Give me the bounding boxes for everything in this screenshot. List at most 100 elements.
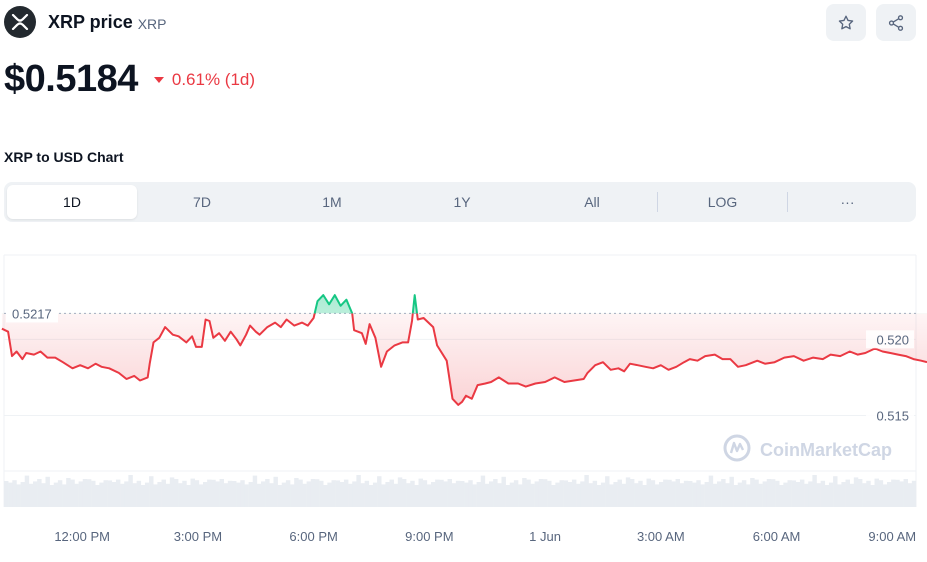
x-tick-label: 3:00 PM bbox=[174, 529, 222, 544]
volume-bar bbox=[501, 476, 506, 507]
volume-bar bbox=[580, 481, 585, 507]
y-tick-label: 0.515 bbox=[876, 409, 909, 424]
volume-bar bbox=[787, 480, 792, 507]
volume-bar bbox=[758, 483, 763, 507]
volume-bar bbox=[907, 483, 913, 507]
volume-bar bbox=[107, 480, 113, 507]
x-tick-label: 6:00 PM bbox=[289, 529, 337, 544]
volume-bar bbox=[571, 479, 577, 507]
volume-bar bbox=[729, 476, 734, 507]
volume-bar bbox=[484, 483, 490, 507]
area-fill-down bbox=[1, 313, 927, 405]
volume-bar bbox=[625, 477, 631, 507]
volume-bar bbox=[28, 483, 34, 507]
volume-bar bbox=[605, 476, 610, 507]
tab-7d[interactable]: 7D bbox=[193, 194, 211, 210]
price-chart[interactable]: CoinMarketCap 0.5217 0.520 0.515 12:00 PM 3:… bbox=[0, 245, 927, 562]
x-tick-label: 9:00 PM bbox=[405, 529, 453, 544]
star-icon bbox=[838, 15, 854, 29]
volume-bar bbox=[671, 481, 676, 507]
volume-bar bbox=[853, 477, 859, 507]
tab-1d[interactable]: 1D bbox=[7, 185, 137, 219]
share-button[interactable] bbox=[876, 4, 916, 41]
volume-bar bbox=[596, 485, 602, 507]
volume-bar bbox=[576, 483, 581, 507]
tab-all[interactable]: All bbox=[584, 194, 600, 210]
volume-bar bbox=[53, 482, 59, 507]
coin-header: XRP price XRP bbox=[4, 4, 167, 40]
volume-bar bbox=[538, 479, 544, 507]
tab-divider bbox=[657, 192, 658, 212]
volume-bar bbox=[646, 478, 651, 507]
volume-bar bbox=[509, 482, 515, 507]
volume-bar bbox=[331, 480, 336, 507]
volume-bar bbox=[899, 481, 904, 507]
volume-bar bbox=[281, 482, 287, 507]
volume-bar bbox=[816, 483, 821, 507]
volume-bar bbox=[841, 482, 846, 507]
volume-bar bbox=[609, 484, 614, 507]
volume-bar bbox=[779, 485, 784, 507]
tab-1m[interactable]: 1M bbox=[322, 194, 342, 210]
coin-symbol: XRP bbox=[137, 15, 167, 32]
watermark-mark bbox=[729, 441, 745, 454]
volume-bar bbox=[588, 483, 593, 507]
volume-bar bbox=[559, 480, 564, 507]
volume-bar bbox=[522, 478, 527, 507]
price-change-text: 0.61% (1d) bbox=[171, 69, 256, 89]
reference-label: 0.5217 bbox=[12, 306, 52, 321]
volume-bar bbox=[33, 481, 38, 507]
volume-bar bbox=[294, 478, 299, 507]
volume-bar bbox=[518, 484, 523, 507]
volume-bar bbox=[319, 480, 324, 507]
volume-bar bbox=[256, 483, 262, 507]
volume-bar bbox=[244, 484, 249, 507]
volume-bar bbox=[712, 483, 718, 507]
volume-bar bbox=[675, 479, 681, 507]
coinmarketcap-logo-icon bbox=[723, 434, 751, 462]
volume-bar bbox=[393, 483, 399, 507]
volume-bar bbox=[455, 480, 461, 507]
volume-bar bbox=[66, 478, 71, 507]
volume-bar bbox=[41, 483, 46, 507]
volume-bar bbox=[795, 482, 801, 507]
volume-bar bbox=[128, 475, 133, 507]
volume-bar bbox=[642, 485, 647, 507]
price-row: $0.5184 0.61% (1d) bbox=[4, 58, 255, 101]
volume-bar bbox=[24, 475, 30, 507]
volume-bar bbox=[290, 484, 295, 507]
volume-bar bbox=[679, 483, 685, 507]
watchlist-button[interactable] bbox=[826, 4, 866, 41]
volume-bar bbox=[360, 483, 365, 507]
volume-bar bbox=[356, 475, 361, 507]
volume-bar bbox=[153, 484, 158, 507]
volume-bar bbox=[223, 483, 229, 507]
volume-bar bbox=[874, 478, 879, 507]
volume-bar bbox=[746, 484, 751, 507]
more-options-button[interactable]: ··· bbox=[840, 194, 855, 210]
volume-bar bbox=[202, 482, 208, 507]
price-series bbox=[1, 294, 927, 406]
watermark: CoinMarketCap bbox=[723, 434, 892, 462]
volume-bar bbox=[62, 484, 67, 507]
tab-1y[interactable]: 1Y bbox=[453, 194, 471, 210]
volume-bar bbox=[754, 479, 759, 507]
volume-bar bbox=[700, 484, 705, 507]
coin-name: XRP price bbox=[48, 11, 133, 32]
volume-bar bbox=[335, 480, 341, 507]
tab-log[interactable]: LOG bbox=[707, 194, 738, 210]
reference-label-bg bbox=[6, 304, 58, 323]
volume-bar bbox=[812, 475, 817, 507]
volume-bar bbox=[124, 481, 129, 507]
volume-bar bbox=[211, 479, 216, 507]
volume-bar bbox=[704, 482, 710, 507]
volume-bar bbox=[820, 480, 826, 507]
volume-bar bbox=[737, 482, 743, 507]
volume-bar bbox=[903, 479, 909, 507]
volume-bar bbox=[460, 481, 465, 507]
volume-bar bbox=[232, 481, 237, 507]
volume-bar bbox=[621, 483, 627, 507]
volume-bar bbox=[157, 482, 162, 507]
tab-divider bbox=[787, 192, 788, 212]
volume-bar bbox=[95, 485, 100, 507]
